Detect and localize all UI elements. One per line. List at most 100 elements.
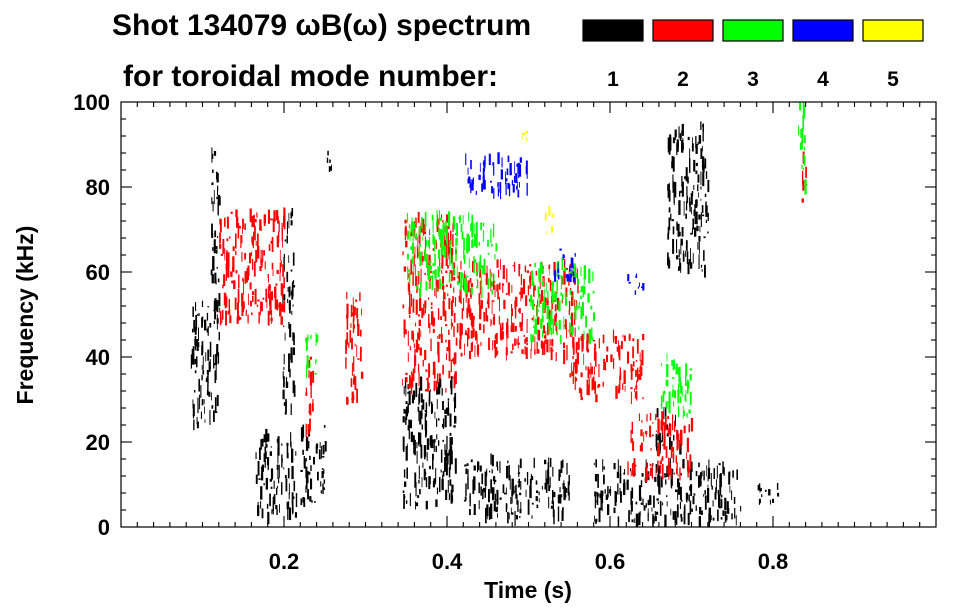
spectral-streak (478, 174, 481, 180)
spectral-streak (497, 152, 500, 165)
spectral-streak (546, 305, 549, 319)
spectral-streak (413, 343, 415, 348)
spectral-streak (412, 435, 415, 445)
spectral-streak (623, 335, 626, 342)
spectral-streak (426, 282, 428, 289)
spectral-streak (406, 467, 408, 479)
spectral-streak (658, 480, 661, 495)
spectral-streak (699, 474, 702, 487)
spectral-streak (520, 274, 522, 286)
spectral-streak (802, 180, 805, 191)
spectral-streak (429, 323, 431, 334)
spectral-streak (274, 295, 277, 310)
spectral-streak (571, 362, 572, 377)
spectral-streak (194, 390, 196, 393)
spectral-streak (655, 515, 657, 522)
spectral-streak (577, 283, 579, 294)
spectral-streak (261, 438, 264, 447)
spectral-streak (422, 218, 425, 234)
spectral-streak (474, 345, 476, 357)
spectral-streak (526, 137, 528, 141)
spectral-streak (281, 287, 283, 294)
spectral-streak (552, 338, 554, 347)
spectral-streak (269, 493, 271, 507)
spectral-streak (580, 388, 583, 397)
spectral-streak (196, 342, 199, 351)
spectral-streak (623, 484, 626, 495)
spectral-streak (575, 272, 578, 279)
spectral-streak (327, 150, 329, 156)
spectral-streak (243, 278, 244, 295)
spectral-streak (291, 448, 294, 463)
spectral-streak (280, 316, 283, 325)
spectral-streak (676, 504, 679, 518)
legend-swatch-2 (652, 19, 714, 42)
spectral-blob (554, 248, 576, 283)
spectral-streak (685, 374, 687, 386)
spectral-streak (441, 254, 444, 267)
spectral-streak (308, 471, 311, 475)
spectral-streak (732, 470, 734, 478)
spectral-streak (716, 465, 718, 479)
spectral-streak (435, 499, 438, 507)
spectral-streak (466, 307, 469, 319)
spectral-streak (535, 496, 538, 502)
spectral-streak (354, 306, 356, 316)
spectral-streak (305, 338, 308, 343)
spectral-streak (471, 316, 474, 329)
spectral-streak (624, 469, 626, 475)
spectral-streak (288, 492, 290, 500)
spectral-streak (541, 264, 543, 272)
spectral-streak (225, 296, 228, 307)
spectral-streak (707, 484, 709, 488)
spectral-streak (468, 176, 471, 184)
spectral-streak (460, 297, 462, 304)
spectral-streak (585, 315, 588, 328)
spectral-streak (444, 457, 447, 472)
spectral-streak (510, 507, 512, 515)
spectral-streak (635, 464, 637, 467)
spectral-streak (583, 330, 585, 340)
spectral-streak (631, 463, 634, 476)
spectral-streak (632, 368, 634, 371)
spectral-streak (580, 336, 583, 341)
spectral-streak (696, 225, 699, 232)
spectral-streak (672, 156, 675, 172)
spectral-streak (591, 378, 593, 391)
spectral-streak (683, 425, 686, 434)
spectral-streak (351, 312, 354, 316)
spectral-streak (635, 369, 637, 377)
spectral-streak (309, 496, 312, 502)
spectral-streak (447, 240, 449, 250)
spectral-streak (273, 494, 276, 505)
spectral-streak (700, 198, 702, 201)
spectral-streak (619, 371, 622, 380)
spectral-streak (196, 421, 199, 429)
spectral-streak (562, 508, 564, 517)
spectral-streak (321, 474, 323, 477)
spectral-streak (420, 413, 423, 416)
spectral-streak (500, 330, 503, 340)
spectral-streak (270, 468, 274, 480)
spectral-streak (699, 239, 700, 254)
spectral-streak (493, 165, 495, 176)
spectral-streak (468, 257, 470, 269)
spectral-streak (640, 502, 643, 505)
spectral-streak (265, 288, 268, 303)
spectral-streak (590, 305, 593, 310)
spectral-streak (693, 185, 695, 190)
spectral-streak (640, 480, 643, 488)
spectral-streak (265, 477, 268, 490)
spectral-streak (458, 295, 461, 302)
spectral-streak (628, 333, 631, 339)
spectral-streak (474, 234, 476, 246)
spectral-streak (588, 377, 590, 389)
spectral-streak (436, 387, 439, 395)
spectral-streak (660, 476, 663, 488)
spectral-streak (470, 288, 473, 295)
spectral-streak (637, 286, 639, 289)
spectral-streak (251, 259, 254, 270)
spectral-streak (307, 441, 310, 449)
spectral-streak (329, 166, 332, 171)
spectral-streak (683, 506, 686, 514)
